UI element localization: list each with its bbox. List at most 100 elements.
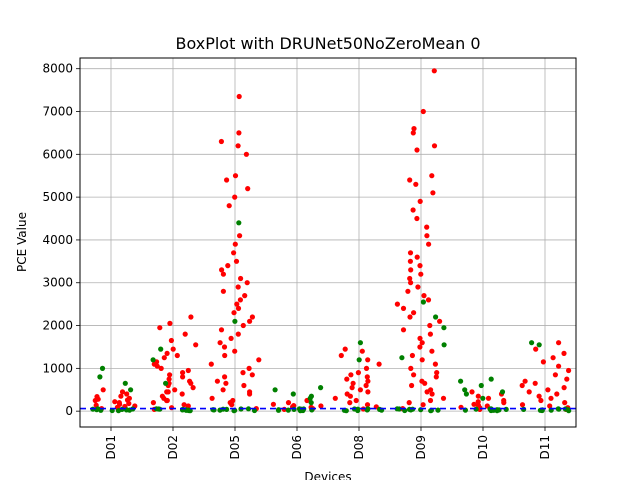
- data-point: [163, 380, 169, 386]
- data-point: [431, 68, 437, 74]
- data-point: [475, 393, 481, 399]
- data-point: [429, 391, 435, 397]
- data-point: [245, 186, 251, 192]
- data-point: [222, 352, 228, 359]
- data-point: [214, 378, 220, 384]
- data-point: [220, 387, 226, 393]
- data-point: [242, 293, 248, 299]
- data-point: [232, 318, 238, 324]
- data-point: [185, 403, 191, 409]
- data-point: [431, 143, 438, 149]
- data-point: [235, 331, 241, 337]
- data-point: [427, 331, 433, 337]
- data-point: [247, 389, 253, 395]
- data-point: [415, 284, 421, 290]
- data-point: [411, 310, 417, 316]
- data-point: [276, 407, 282, 413]
- data-point: [501, 397, 507, 404]
- data-point: [179, 391, 185, 397]
- data-point: [424, 233, 430, 239]
- data-point: [422, 380, 428, 386]
- data-point: [285, 407, 291, 413]
- data-point: [420, 108, 426, 115]
- y-tick-label: 5000: [42, 190, 73, 204]
- data-point: [119, 406, 125, 412]
- data-point: [347, 393, 353, 399]
- data-point: [240, 370, 246, 376]
- data-point: [420, 299, 426, 305]
- data-point: [157, 325, 163, 331]
- y-tick-label: 0: [65, 404, 73, 418]
- data-points: [90, 68, 572, 414]
- data-point: [350, 380, 356, 386]
- data-point: [561, 385, 567, 391]
- data-point: [356, 357, 362, 363]
- x-tick-label: D01: [104, 435, 118, 460]
- data-point: [409, 352, 415, 359]
- data-point: [440, 395, 447, 401]
- data-point: [164, 350, 170, 356]
- data-point: [165, 389, 171, 395]
- chart-title: BoxPlot with DRUNet50NoZeroMean 0: [175, 34, 480, 53]
- data-point: [332, 395, 338, 401]
- data-point: [357, 387, 363, 393]
- data-point: [540, 359, 547, 365]
- data-point: [182, 331, 188, 337]
- data-point: [499, 389, 506, 395]
- data-point: [180, 370, 186, 376]
- data-point: [426, 241, 432, 247]
- data-point: [411, 372, 417, 378]
- data-point: [417, 335, 423, 341]
- data-point: [364, 402, 371, 408]
- data-point: [99, 365, 106, 371]
- y-tick-label: 7000: [42, 105, 73, 119]
- data-point: [521, 406, 527, 412]
- data-point: [220, 271, 226, 277]
- data-point: [122, 380, 128, 386]
- data-point: [188, 314, 194, 320]
- data-point: [338, 352, 344, 359]
- data-point: [172, 387, 178, 393]
- data-point: [161, 355, 167, 361]
- data-point: [235, 305, 242, 311]
- data-point: [458, 378, 464, 384]
- data-point: [241, 382, 247, 389]
- data-point: [475, 399, 481, 405]
- data-point: [237, 233, 243, 239]
- data-point: [376, 361, 382, 367]
- data-point: [234, 301, 240, 307]
- data-point: [308, 400, 314, 406]
- data-point: [119, 389, 126, 395]
- data-point: [562, 400, 568, 406]
- axis-ticks: 0 1000 2000 3000 4000 5000 6000 7000 8000 D01 D02 D…: [42, 62, 552, 460]
- data-point: [555, 406, 561, 412]
- data-point: [441, 325, 447, 331]
- data-point: [232, 241, 238, 247]
- data-point: [548, 395, 554, 401]
- data-point: [220, 288, 226, 294]
- data-point: [488, 376, 494, 382]
- data-point: [208, 361, 214, 367]
- data-point: [348, 372, 354, 378]
- data-point: [424, 224, 430, 230]
- data-point: [365, 378, 371, 384]
- data-point: [347, 400, 353, 406]
- data-point: [414, 215, 420, 222]
- data-point: [221, 344, 228, 350]
- data-point: [150, 357, 156, 363]
- data-point: [561, 350, 567, 356]
- data-point: [550, 355, 556, 361]
- data-point: [432, 361, 438, 367]
- data-point: [238, 275, 244, 282]
- data-point: [433, 374, 439, 380]
- data-point: [417, 344, 423, 350]
- data-point: [224, 177, 230, 183]
- data-point: [190, 385, 196, 391]
- data-point: [400, 327, 407, 333]
- data-point: [411, 126, 417, 132]
- data-point: [232, 194, 238, 200]
- y-axis-label: PCE Value: [15, 212, 29, 272]
- data-point: [170, 346, 176, 352]
- data-point: [116, 400, 122, 406]
